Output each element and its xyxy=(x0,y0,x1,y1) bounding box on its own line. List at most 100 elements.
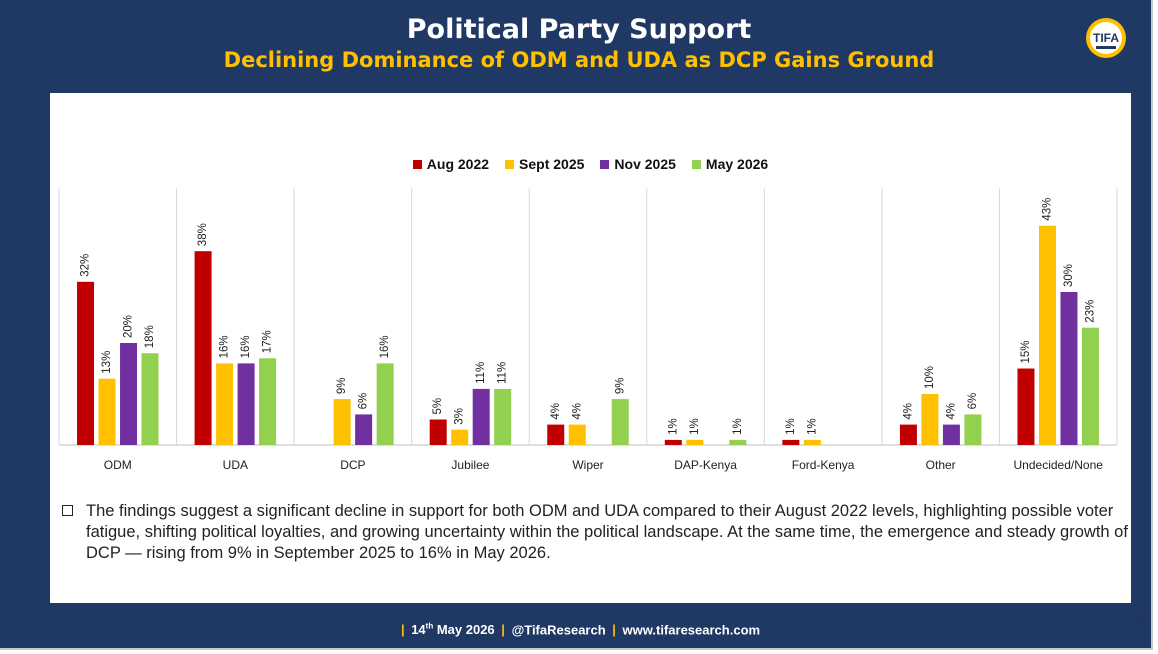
bar-chart: ODM 32% 13% 20% 18% UDA 38% 16% 16% 17% DCP 9% 6% 16%… xyxy=(58,188,1118,472)
data-label: 1% xyxy=(732,418,744,435)
finding-text: The findings suggest a significant decli… xyxy=(86,502,1128,562)
bar xyxy=(803,439,821,445)
data-label: 1% xyxy=(689,418,701,435)
bar xyxy=(1017,368,1035,445)
legend-swatch xyxy=(505,160,515,169)
bar xyxy=(472,388,490,445)
bar xyxy=(782,439,800,445)
footer-date: 14th May 2026 xyxy=(411,622,495,638)
data-label: 9% xyxy=(614,377,626,394)
legend-swatch xyxy=(600,160,610,169)
bar xyxy=(899,424,917,445)
x-tick-label: ODM xyxy=(104,458,132,472)
data-label: 1% xyxy=(785,418,797,435)
data-label: 16% xyxy=(379,335,391,358)
bar xyxy=(98,378,116,445)
legend-label: Nov 2025 xyxy=(614,156,676,172)
data-label: 11% xyxy=(497,362,509,384)
bar xyxy=(568,424,586,445)
bar xyxy=(429,419,447,445)
chart-legend: Aug 2022 Sept 2025 Nov 2025 May 2026 xyxy=(50,156,1131,172)
legend-item: May 2026 xyxy=(691,156,769,172)
footer-separator: | xyxy=(400,622,405,638)
footer: | 14th May 2026 | @TifaResearch | www.ti… xyxy=(0,622,1158,637)
bar xyxy=(494,388,512,445)
bar xyxy=(376,363,394,445)
footer-website[interactable]: www.tifaresearch.com xyxy=(622,622,761,638)
data-label: 6% xyxy=(967,393,979,410)
footer-separator: | xyxy=(501,622,505,638)
checkbox-bullet-icon xyxy=(62,505,73,516)
data-label: 4% xyxy=(550,403,562,420)
bar xyxy=(451,429,469,445)
bar xyxy=(547,424,565,445)
data-label: 13% xyxy=(101,351,113,374)
slide-subtitle: Declining Dominance of ODM and UDA as DC… xyxy=(223,48,935,72)
data-label: 32% xyxy=(80,254,92,277)
data-label: 17% xyxy=(262,330,274,353)
data-label: 3% xyxy=(454,408,466,425)
page-number: 6 xyxy=(1136,615,1143,627)
legend-label: Sept 2025 xyxy=(519,156,585,172)
bar xyxy=(141,353,159,445)
bar xyxy=(333,399,351,445)
bar xyxy=(1038,225,1056,445)
data-label: 15% xyxy=(1020,340,1032,363)
data-label: 5% xyxy=(432,398,444,415)
bar xyxy=(686,439,704,445)
bar xyxy=(237,363,255,445)
bar xyxy=(120,343,138,445)
bar xyxy=(77,281,95,445)
data-label: 4% xyxy=(902,403,914,420)
slide-title: Political Party Support xyxy=(406,14,752,45)
legend-swatch xyxy=(412,160,422,169)
bar xyxy=(964,414,982,445)
bar xyxy=(729,439,747,445)
x-tick-label: Other xyxy=(926,458,956,472)
bar xyxy=(921,394,939,445)
data-label: 18% xyxy=(144,325,156,348)
bar xyxy=(355,414,373,445)
legend-label: Aug 2022 xyxy=(426,156,490,172)
legend-item: Sept 2025 xyxy=(505,156,584,172)
logo-text: TIFA xyxy=(1093,31,1119,45)
x-tick-label: Jubilee xyxy=(451,458,489,472)
footer-handle[interactable]: @TifaResearch xyxy=(511,622,606,638)
footer-separator: | xyxy=(612,622,616,638)
bar xyxy=(611,399,629,445)
data-label: 10% xyxy=(924,366,936,389)
data-label: 1% xyxy=(667,418,679,435)
x-tick-label: UDA xyxy=(223,458,248,472)
data-label: 23% xyxy=(1085,300,1097,323)
data-label: 20% xyxy=(123,315,135,338)
data-label: 38% xyxy=(197,223,209,246)
data-label: 11% xyxy=(475,362,487,384)
bar xyxy=(942,424,960,445)
x-tick-label: DCP xyxy=(340,458,365,472)
x-tick-label: DAP-Kenya xyxy=(674,458,737,472)
finding-bullet: The findings suggest a significant decli… xyxy=(62,501,1141,564)
bar xyxy=(1060,292,1078,445)
bar xyxy=(194,251,212,445)
x-tick-label: Ford-Kenya xyxy=(792,458,855,472)
x-tick-label: Undecided/None xyxy=(1014,458,1104,472)
data-label: 16% xyxy=(219,335,231,358)
bar xyxy=(259,358,277,445)
legend-label: May 2026 xyxy=(705,156,769,172)
legend-item: Nov 2025 xyxy=(600,156,676,172)
data-label: 1% xyxy=(806,418,818,435)
data-label: 30% xyxy=(1063,264,1075,287)
data-label: 4% xyxy=(945,403,957,420)
data-label: 16% xyxy=(240,335,252,358)
legend-swatch xyxy=(691,160,701,169)
chart-panel: Aug 2022 Sept 2025 Nov 2025 May 2026 ODM 32%… xyxy=(50,93,1131,603)
data-label: 9% xyxy=(336,377,348,394)
tifa-logo: TIFA xyxy=(1084,16,1128,60)
data-label: 43% xyxy=(1042,198,1054,221)
data-label: 4% xyxy=(571,403,583,420)
bar xyxy=(1081,327,1099,445)
data-label: 6% xyxy=(358,393,370,410)
x-tick-label: Wiper xyxy=(572,458,603,472)
legend-item: Aug 2022 xyxy=(412,156,490,172)
bar xyxy=(216,363,234,445)
